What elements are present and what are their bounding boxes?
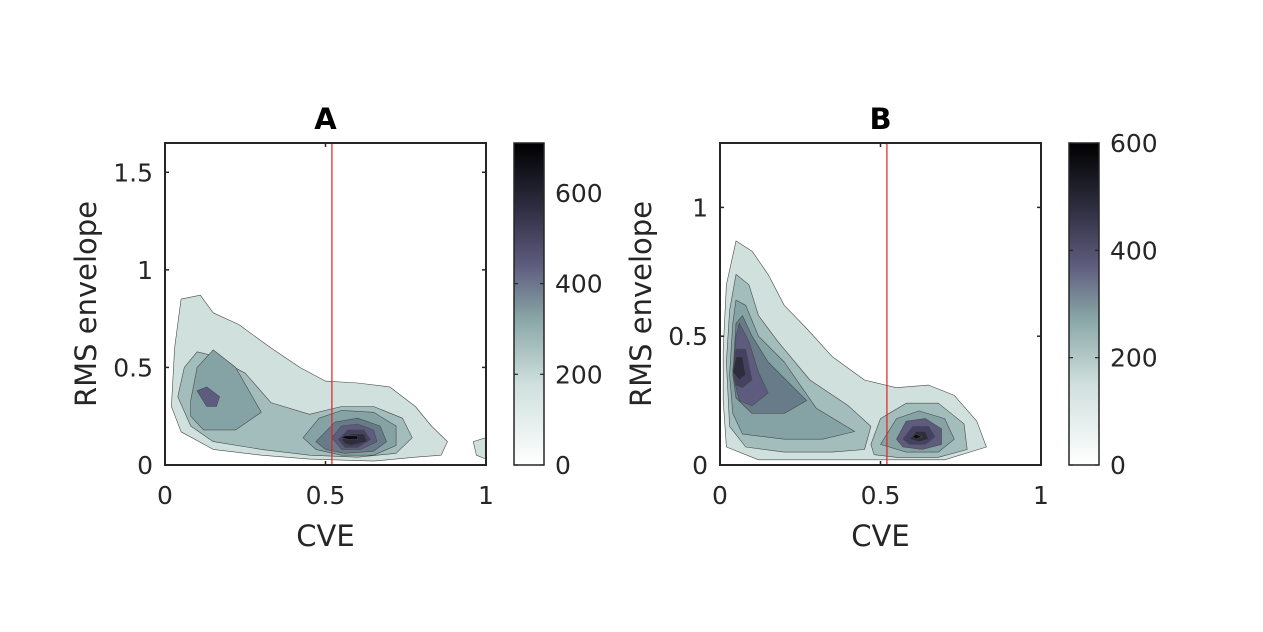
y-tick-label: 0.5 — [668, 322, 708, 351]
colorbar-tick-label: 0 — [555, 451, 571, 480]
colorbar-tick-label: 600 — [1110, 129, 1158, 158]
colorbar-tick-label: 600 — [555, 179, 603, 208]
x-tick-label: 1 — [478, 481, 494, 510]
colorbar-ticks-a: 0 200 400 600 — [514, 179, 603, 480]
colorbar-b — [1068, 142, 1100, 466]
y-tick-label: 1 — [137, 256, 153, 285]
y-tick-label: 0.5 — [113, 353, 153, 382]
contour-level-220-region-0 — [190, 349, 262, 431]
panel-b: 0 0.5 1 0 0.5 1 B CVE RMS envelope 0 200 400 600 — [624, 102, 1158, 553]
y-tick-label: 1 — [692, 193, 708, 222]
colorbar-tick-label: 200 — [555, 360, 603, 389]
panel-title-a: A — [314, 102, 337, 136]
y-tick-label: 0 — [692, 451, 708, 480]
colorbar-a — [513, 142, 545, 466]
contours-a — [171, 294, 487, 462]
x-axis-label-b: CVE — [851, 519, 909, 553]
x-tick-label: 0.5 — [306, 481, 346, 510]
x-tick-label: 1 — [1033, 481, 1049, 510]
colorbar-tick-label: 400 — [1110, 236, 1158, 265]
y-axis-label-a: RMS envelope — [69, 201, 103, 407]
ticks-a: 0 0.5 1 0 0.5 1 1.5 — [113, 143, 494, 510]
panel-title-b: B — [869, 102, 891, 136]
panel-a: 0 0.5 1 0 0.5 1 1.5 A CVE RMS envelope 0 200 400… — [69, 102, 603, 553]
contour-level-540-region-0 — [732, 356, 747, 381]
colorbar-ticks-b: 0 200 400 600 — [1069, 129, 1158, 480]
x-tick-label: 0 — [157, 481, 173, 510]
x-axis-label-a: CVE — [296, 519, 354, 553]
x-tick-label: 0 — [712, 481, 728, 510]
y-tick-label: 1.5 — [113, 158, 153, 187]
contour-level-600-region-0 — [912, 433, 923, 440]
y-tick-label: 0 — [137, 451, 153, 480]
colorbar-tick-label: 400 — [555, 270, 603, 299]
contour-level-60-region-1 — [472, 437, 487, 460]
contour-level-640-region-0 — [341, 435, 358, 440]
contours-b — [722, 240, 987, 461]
colorbar-tick-label: 200 — [1110, 344, 1158, 373]
contour-level-380-region-0 — [196, 386, 220, 407]
ticks-b: 0 0.5 1 0 0.5 1 — [668, 143, 1049, 510]
colorbar-tick-label: 0 — [1110, 451, 1126, 480]
y-axis-label-b: RMS envelope — [624, 201, 658, 407]
x-tick-label: 0.5 — [861, 481, 901, 510]
